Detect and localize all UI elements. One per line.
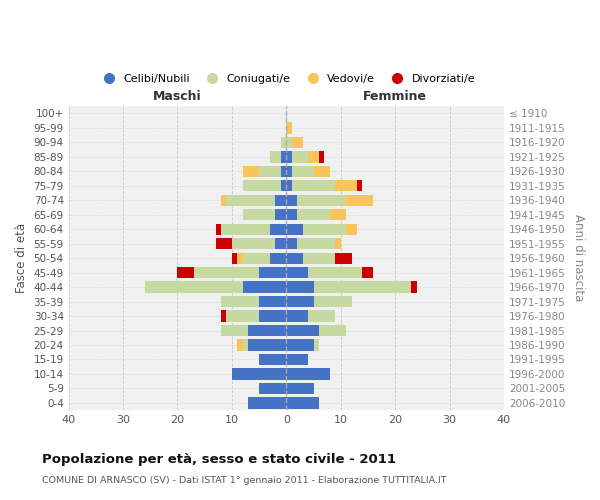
Bar — [314, 340, 319, 350]
Bar — [286, 238, 297, 250]
Text: Femmine: Femmine — [363, 90, 427, 104]
Bar — [243, 340, 248, 350]
Bar — [243, 209, 275, 220]
Bar — [286, 368, 330, 380]
Bar — [319, 151, 325, 162]
Bar — [412, 282, 417, 293]
Bar — [286, 296, 314, 307]
Bar — [308, 151, 319, 162]
Bar — [221, 325, 248, 336]
Bar — [145, 282, 243, 293]
Bar — [286, 151, 292, 162]
Bar — [232, 368, 286, 380]
Bar — [259, 296, 286, 307]
Bar — [346, 224, 357, 235]
Bar — [232, 252, 238, 264]
Bar — [292, 136, 302, 148]
Bar — [178, 267, 194, 278]
Bar — [270, 252, 286, 264]
Bar — [275, 209, 286, 220]
Bar — [286, 354, 308, 365]
Bar — [248, 398, 286, 408]
Text: Popolazione per età, sesso e stato civile - 2011: Popolazione per età, sesso e stato civil… — [42, 452, 396, 466]
Bar — [286, 136, 292, 148]
Bar — [286, 252, 302, 264]
Bar — [292, 151, 308, 162]
Bar — [302, 224, 346, 235]
Bar — [286, 383, 314, 394]
Bar — [226, 310, 259, 322]
Bar — [270, 151, 281, 162]
Bar — [308, 267, 362, 278]
Text: COMUNE DI ARNASCO (SV) - Dati ISTAT 1° gennaio 2011 - Elaborazione TUTTITALIA.IT: COMUNE DI ARNASCO (SV) - Dati ISTAT 1° g… — [42, 476, 446, 485]
Bar — [221, 194, 226, 206]
Bar — [286, 282, 314, 293]
Bar — [314, 296, 352, 307]
Legend: Celibi/Nubili, Coniugati/e, Vedovi/e, Divorziati/e: Celibi/Nubili, Coniugati/e, Vedovi/e, Di… — [93, 70, 479, 88]
Y-axis label: Anni di nascita: Anni di nascita — [572, 214, 585, 302]
Bar — [194, 267, 259, 278]
Bar — [330, 209, 346, 220]
Bar — [275, 238, 286, 250]
Bar — [270, 224, 286, 235]
Bar — [232, 238, 275, 250]
Bar — [286, 180, 292, 192]
Y-axis label: Fasce di età: Fasce di età — [15, 223, 28, 293]
Bar — [292, 166, 314, 177]
Bar — [335, 252, 352, 264]
Bar — [308, 310, 335, 322]
Bar — [259, 310, 286, 322]
Bar — [286, 340, 314, 350]
Bar — [286, 325, 319, 336]
Bar — [297, 238, 335, 250]
Bar — [286, 398, 319, 408]
Bar — [286, 194, 297, 206]
Bar — [281, 166, 286, 177]
Bar — [281, 136, 286, 148]
Bar — [259, 166, 281, 177]
Bar — [259, 383, 286, 394]
Bar — [314, 282, 412, 293]
Bar — [286, 209, 297, 220]
Text: Maschi: Maschi — [153, 90, 202, 104]
Bar — [292, 180, 335, 192]
Bar — [221, 224, 270, 235]
Bar — [238, 340, 243, 350]
Bar — [335, 238, 341, 250]
Bar — [281, 151, 286, 162]
Bar — [226, 194, 275, 206]
Bar — [297, 194, 346, 206]
Bar — [275, 194, 286, 206]
Bar — [243, 166, 259, 177]
Bar — [243, 282, 286, 293]
Bar — [286, 267, 308, 278]
Bar — [314, 166, 330, 177]
Bar — [243, 180, 281, 192]
Bar — [259, 354, 286, 365]
Bar — [297, 209, 330, 220]
Bar — [286, 122, 292, 134]
Bar — [243, 252, 270, 264]
Bar — [221, 296, 259, 307]
Bar — [346, 194, 373, 206]
Bar — [335, 180, 357, 192]
Bar — [259, 267, 286, 278]
Bar — [221, 310, 226, 322]
Bar — [357, 180, 362, 192]
Bar — [238, 252, 243, 264]
Bar — [248, 325, 286, 336]
Bar — [215, 238, 232, 250]
Bar — [302, 252, 335, 264]
Bar — [286, 166, 292, 177]
Bar — [286, 310, 308, 322]
Bar — [286, 224, 302, 235]
Bar — [281, 180, 286, 192]
Bar — [215, 224, 221, 235]
Bar — [319, 325, 346, 336]
Bar — [362, 267, 373, 278]
Bar — [248, 340, 286, 350]
